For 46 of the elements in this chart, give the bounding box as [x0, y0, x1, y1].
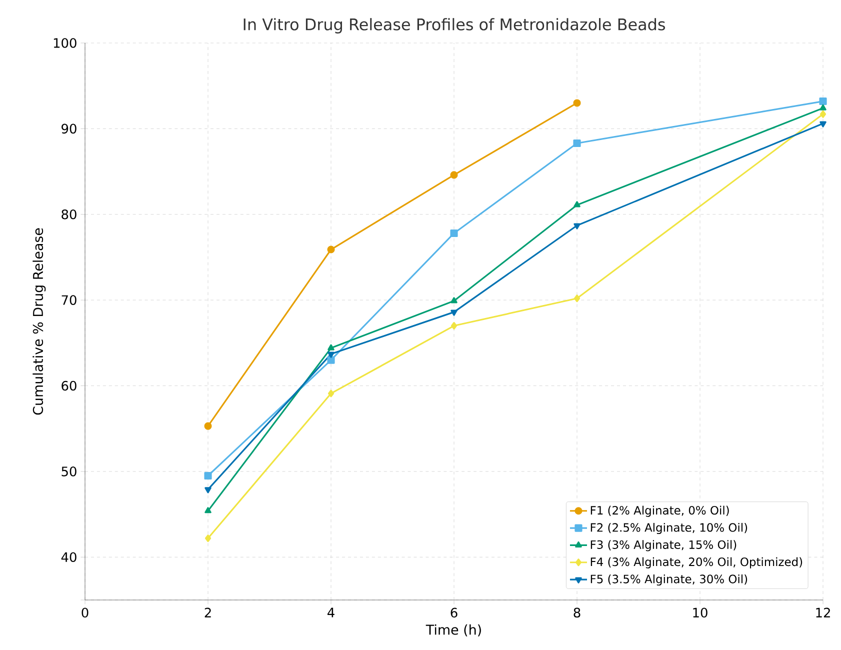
point: [204, 472, 212, 480]
point: [450, 297, 458, 304]
point: [204, 422, 212, 430]
x-tick-label: 2: [204, 608, 211, 618]
point: [450, 322, 458, 330]
y-tick-label: 40: [61, 552, 76, 562]
point: [574, 223, 580, 230]
point: [573, 99, 581, 107]
legend-label: F5 (3.5% Alginate, 30% Oil): [590, 574, 748, 586]
point: [204, 487, 212, 494]
y-tick-label: 50: [62, 466, 76, 476]
legend-label: F1 (2% Alginate, 0% Oil): [590, 506, 729, 517]
y-axis-title: Cumulative % Drug Release: [32, 228, 46, 415]
legend-label: F2 (2.5% Alginate, 10% Oil): [590, 522, 748, 534]
point: [574, 201, 580, 208]
x-tick-label: 8: [574, 608, 580, 618]
x-tick-label: 10: [693, 608, 708, 618]
x-tick-label: 6: [450, 608, 458, 618]
point: [450, 229, 458, 238]
point: [204, 534, 212, 542]
point: [328, 344, 334, 350]
point: [574, 294, 580, 302]
point: [328, 352, 334, 358]
point: [820, 121, 826, 128]
x-axis-title: Time (h): [426, 624, 481, 636]
point: [573, 139, 581, 148]
point: [204, 507, 212, 514]
x-tick-label: 4: [328, 608, 334, 618]
y-tick-label: 90: [62, 124, 76, 134]
point: [327, 356, 335, 364]
point: [820, 110, 826, 118]
point: [450, 310, 458, 316]
y-tick-label: 80: [62, 209, 76, 220]
point: [328, 390, 334, 398]
legend-label: F3 (3% Alginate, 15% Oil): [590, 540, 736, 552]
point: [820, 104, 826, 110]
x-tick-label: 0: [82, 608, 88, 618]
point: [450, 171, 458, 179]
y-tick-label: 100: [54, 38, 76, 48]
y-tick-label: 60: [62, 380, 76, 391]
chart-title: In Vitro Drug Release Profiles of Metronidazole Beads: [244, 18, 665, 34]
point: [819, 97, 827, 106]
legend-label: F4 (3% Alginate, 20% Oil, Optimized): [590, 557, 802, 568]
point: [327, 246, 335, 254]
x-tick-label: 12: [816, 608, 830, 618]
y-tick-label: 70: [62, 295, 76, 305]
